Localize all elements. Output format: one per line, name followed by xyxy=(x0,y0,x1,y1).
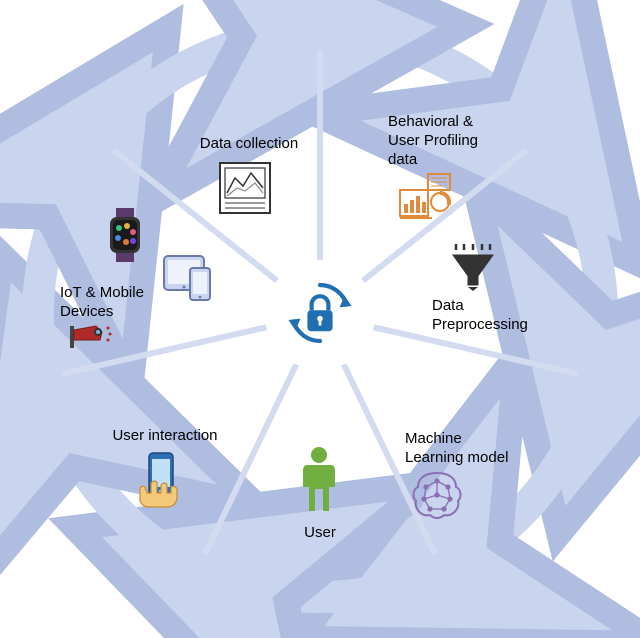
user-icon xyxy=(297,445,341,515)
smartwatch-icon xyxy=(104,208,146,262)
text: Data xyxy=(432,297,464,314)
chart-document-icon xyxy=(215,158,275,218)
label-iot: IoT & Mobile Devices xyxy=(60,284,170,322)
cycle-diagram: Data collection Behavioral & User Profil… xyxy=(0,0,640,638)
label-user: User xyxy=(290,524,350,543)
text: User Profiling xyxy=(388,132,478,149)
label-behavioral: Behavioral & User Profiling data xyxy=(388,113,528,169)
label-data-collection: Data collection xyxy=(184,135,314,154)
text: Behavioral & xyxy=(388,113,473,130)
label-interaction: User interaction xyxy=(100,427,230,446)
text: Machine xyxy=(405,430,462,447)
lock-cycle-icon xyxy=(285,278,355,348)
label-preprocessing: Data Preprocessing xyxy=(432,297,562,335)
tablet-phone-icon xyxy=(158,252,214,302)
brain-icon xyxy=(408,469,466,521)
text: User xyxy=(304,524,336,541)
text: Devices xyxy=(60,303,113,320)
hand-phone-icon xyxy=(127,449,189,511)
text: Data collection xyxy=(200,135,298,152)
text: data xyxy=(388,151,417,168)
funnel-icon xyxy=(450,241,496,291)
text: IoT & Mobile xyxy=(60,284,144,301)
label-ml: Machine Learning model xyxy=(405,430,545,468)
text: User interaction xyxy=(112,427,217,444)
text: Preprocessing xyxy=(432,316,528,333)
analytics-icon xyxy=(398,172,453,220)
camera-icon xyxy=(68,322,112,354)
text: Learning model xyxy=(405,449,508,466)
